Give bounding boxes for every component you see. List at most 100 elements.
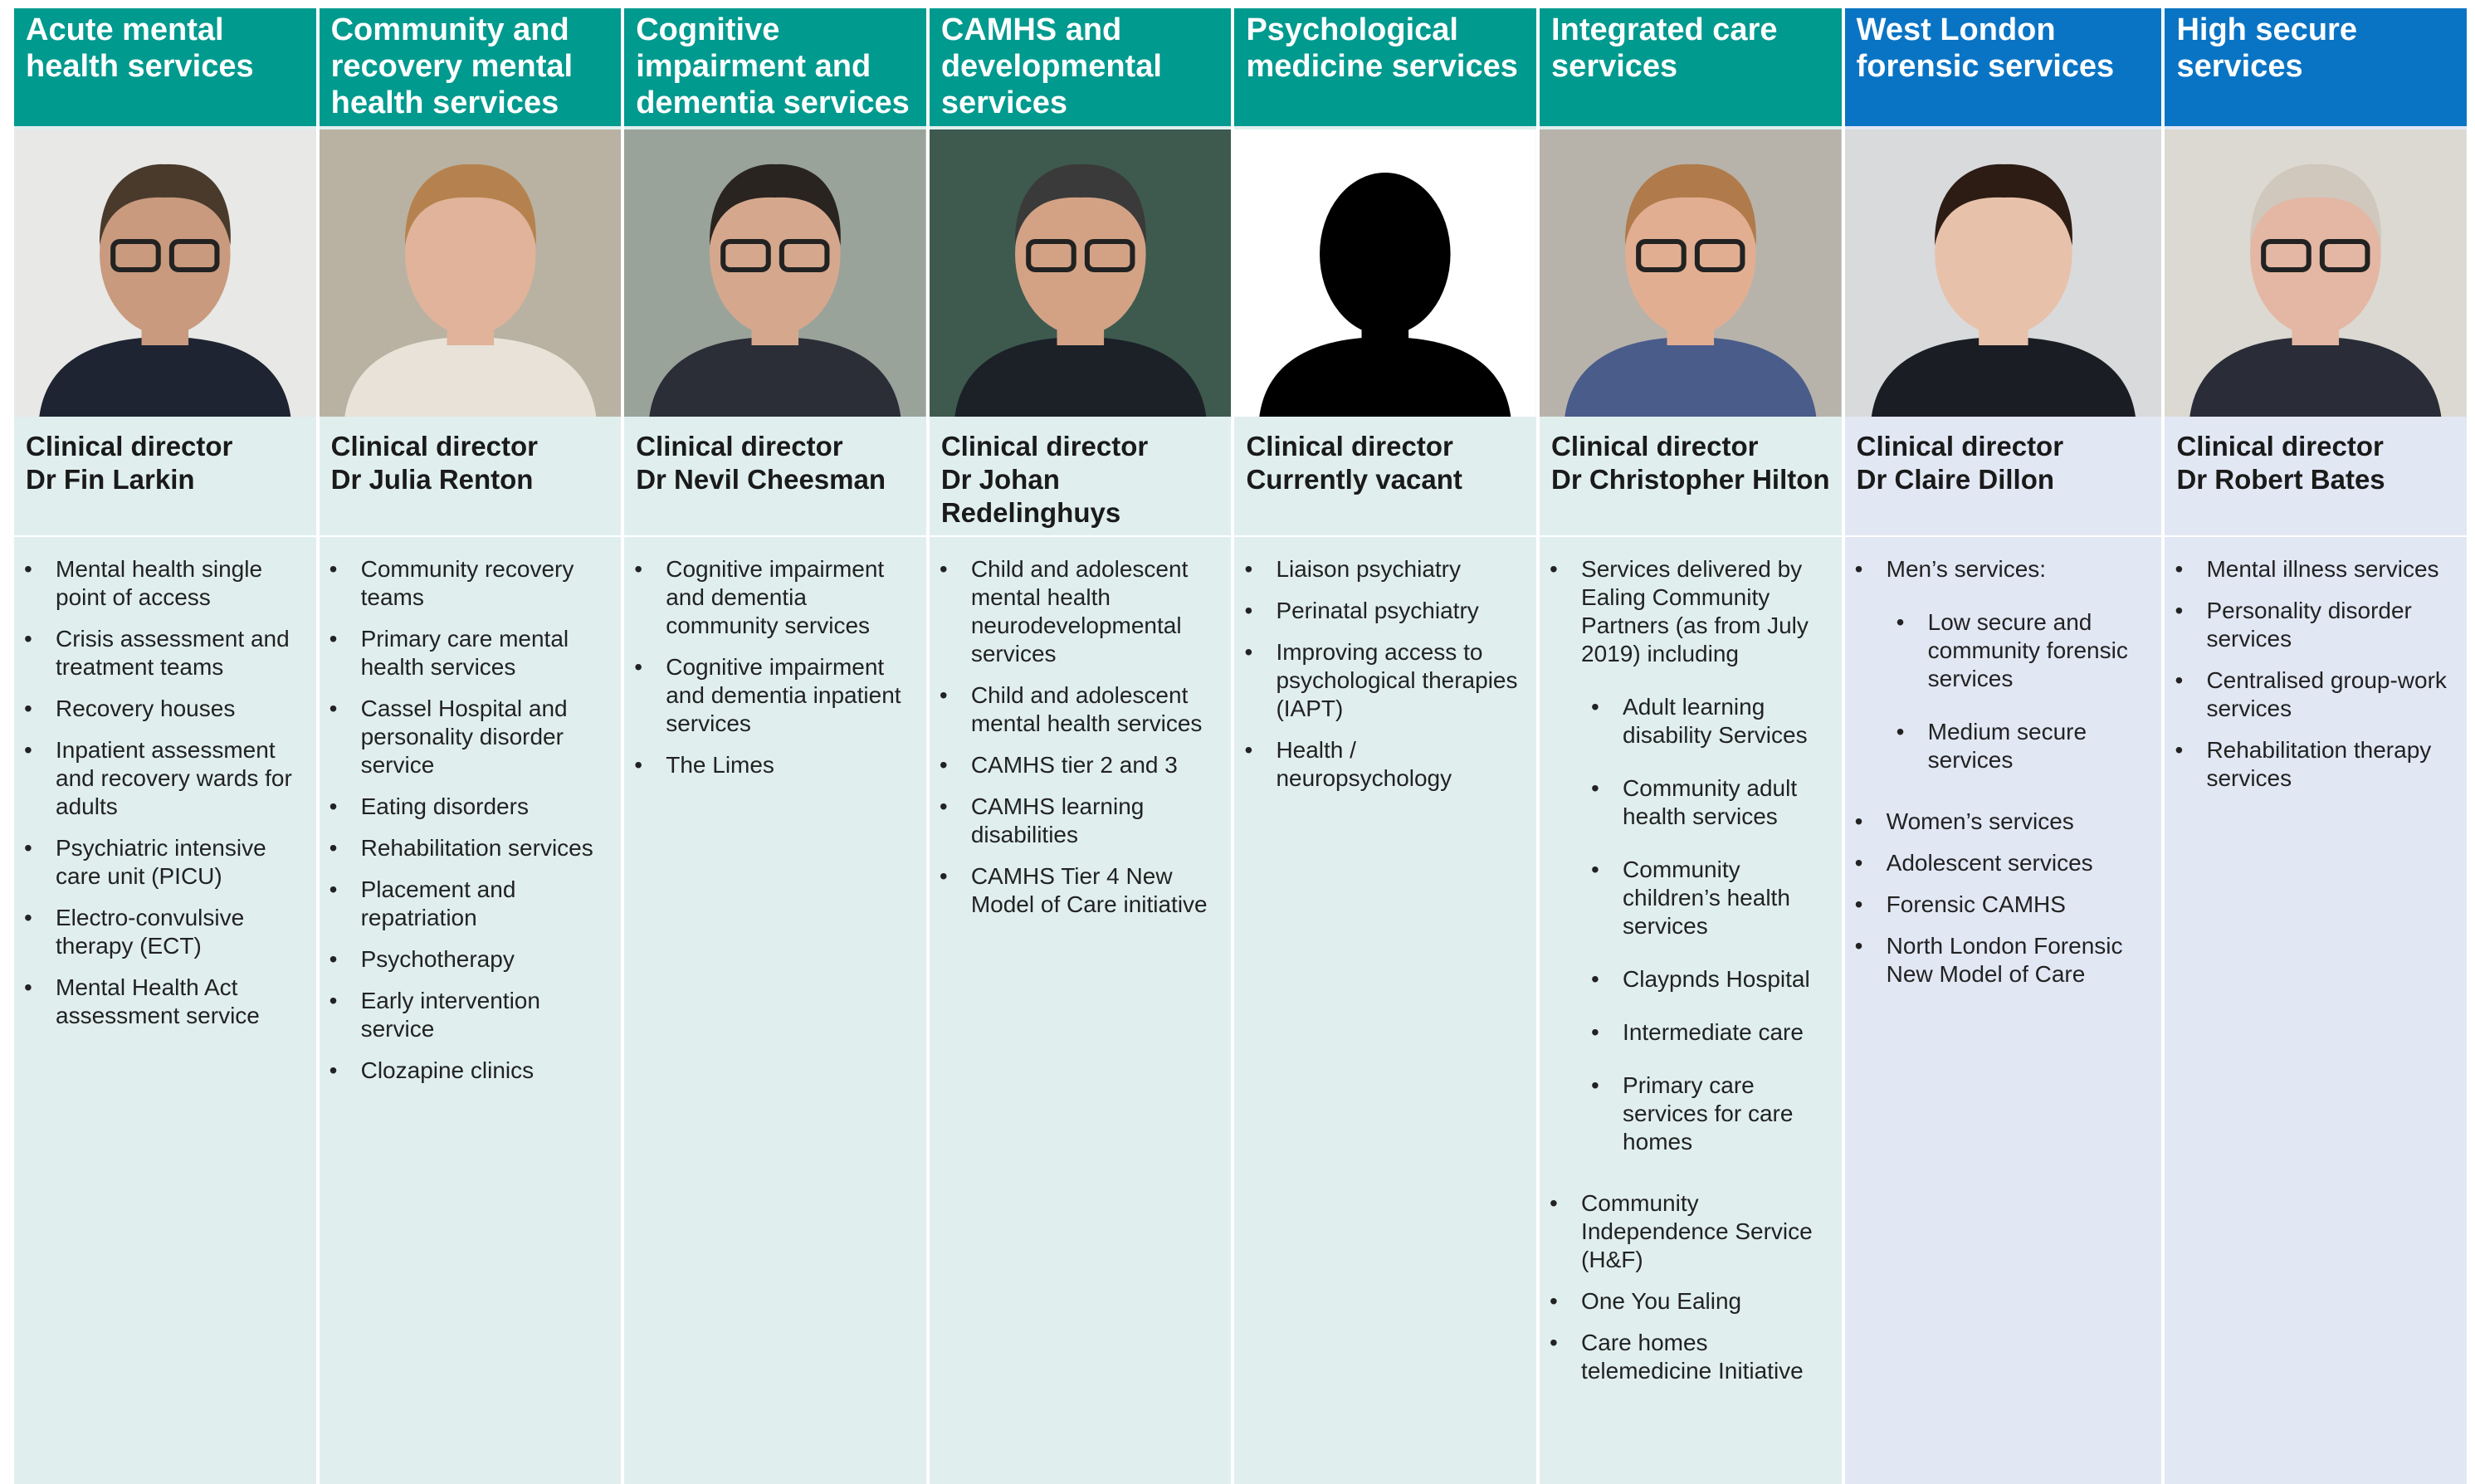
photo-shape	[2189, 337, 2442, 417]
director-role: Clinical director	[26, 431, 233, 461]
photo-shape	[39, 337, 291, 417]
photo-shape	[1625, 173, 1756, 335]
photo	[1844, 129, 2162, 417]
photo	[1540, 129, 1842, 417]
service-item: Placement and repatriation	[320, 876, 613, 932]
photo-shape	[2261, 239, 2312, 272]
service-item: North London Forensic New Model of Care	[1845, 932, 2154, 989]
service-item: Community Independence Service (H&F)	[1540, 1189, 1833, 1274]
director-role: Clinical director	[2176, 431, 2384, 461]
service-item: CAMHS learning disabilities	[930, 793, 1223, 849]
director-name: Dr Nevil Cheesman	[636, 464, 886, 495]
photo-shape	[168, 239, 220, 272]
photo-shape	[649, 337, 901, 417]
column-title: Psychological medicine services	[1234, 8, 1537, 126]
services: Liaison psychiatry Perinatal psychiatry Im…	[1234, 555, 1528, 793]
column: Cognitive impairment and dementia servic…	[624, 8, 926, 1484]
service-item: Electro-convulsive therapy (ECT)	[14, 904, 308, 960]
sub-service-item: Low secure and community forensic servic…	[1887, 608, 2154, 693]
photo-shape	[779, 239, 830, 272]
director-name: Dr Julia Renton	[330, 464, 534, 495]
director-role: Clinical director	[940, 431, 1149, 461]
photo-shape	[404, 164, 536, 246]
director-role: Clinical director	[1551, 431, 1759, 461]
service-item: Mental Health Act assessment service	[14, 974, 308, 1030]
column: Community and recovery mental health ser…	[319, 8, 622, 1484]
service-list: Mental illness services Personality disor…	[2165, 537, 2467, 1484]
sub-service-item: Community adult health services	[1581, 774, 1833, 831]
director: Clinical director Dr Christopher Hilton	[1540, 417, 1842, 537]
service-item: Perinatal psychiatry	[1234, 597, 1528, 625]
photo-shape	[1014, 173, 1146, 335]
column-title: Integrated care services	[1540, 8, 1842, 126]
sub-services: Adult learning disability Services Commun…	[1581, 693, 1833, 1156]
services: Community recovery teams Primary care men…	[320, 555, 613, 1085]
photo-shape	[1320, 173, 1452, 335]
services: Men’s services: Low secure and community …	[1845, 555, 2154, 989]
photo-shape	[1694, 239, 1745, 272]
column: High secure services Clinical director Dr …	[2165, 8, 2468, 1484]
services: Mental health single point of access Cris…	[14, 555, 308, 1030]
service-item: CAMHS Tier 4 New Model of Care initiativ…	[930, 862, 1223, 919]
service-item: Recovery houses	[14, 695, 308, 723]
service-item: The Limes	[624, 751, 918, 779]
director: Clinical director Dr Julia Renton	[319, 417, 622, 537]
photo-shape	[2320, 239, 2370, 272]
service-list: Services delivered by Ealing Community P…	[1540, 537, 1842, 1484]
photo	[14, 129, 316, 417]
service-item: Men’s services: Low secure and community …	[1845, 555, 2154, 774]
column-title: Cognitive impairment and dementia servic…	[624, 8, 926, 126]
photo-shape	[710, 164, 842, 246]
sub-service-item: Intermediate care	[1581, 1018, 1833, 1047]
column-title: High secure services	[2165, 8, 2468, 126]
service-item: Cognitive impairment and dementia inpati…	[624, 653, 918, 738]
service-item: Services delivered by Ealing Community P…	[1540, 555, 1833, 1156]
photo-shape	[1934, 164, 2072, 246]
director: Clinical director Dr Nevil Cheesman	[624, 417, 926, 537]
sub-service-item: Adult learning disability Services	[1581, 693, 1833, 749]
photo-shape	[344, 337, 596, 417]
service-item: Rehabilitation therapy services	[2165, 736, 2458, 793]
photo-shape	[1934, 173, 2072, 335]
photo-shape	[1084, 239, 1135, 272]
photo-shape	[1625, 164, 1756, 246]
service-item: Cassel Hospital and personality disorder…	[320, 695, 613, 779]
service-item: Adolescent services	[1845, 849, 2154, 877]
service-list: Cognitive impairment and dementia commun…	[624, 537, 926, 1484]
directorate-grid: Acute mental health services Clinical dir…	[14, 8, 2468, 1484]
photo-shape	[110, 239, 161, 272]
column-title: CAMHS and developmental services	[929, 8, 1232, 126]
service-item: Personality disorder services	[2165, 597, 2458, 653]
services: Mental illness services Personality disor…	[2165, 555, 2458, 793]
photo-shape	[710, 173, 841, 335]
service-item: Forensic CAMHS	[1845, 891, 2154, 919]
service-item: Child and adolescent mental health neuro…	[930, 555, 1223, 668]
service-item: Community recovery teams	[320, 555, 613, 612]
director-name: Currently vacant	[1246, 464, 1462, 495]
photo	[1234, 129, 1537, 417]
services: Child and adolescent mental health neuro…	[930, 555, 1223, 919]
photo-shape	[1636, 239, 1687, 272]
service-item: One You Ealing	[1540, 1287, 1833, 1316]
sub-services: Low secure and community forensic servic…	[1887, 608, 2154, 774]
director: Clinical director Dr Fin Larkin	[14, 417, 316, 537]
sub-service-item: Community children’s health services	[1581, 856, 1833, 940]
photo-shape	[1014, 164, 1146, 246]
director-name: Dr Christopher Hilton	[1551, 464, 1830, 495]
service-item: Primary care mental health services	[320, 625, 613, 681]
service-group: Services delivered by Ealing Community P…	[1581, 556, 1809, 666]
photo	[2165, 129, 2468, 417]
column: West London forensic services Clinical di…	[1844, 8, 2162, 1484]
photo	[319, 129, 622, 417]
director-name: Dr Fin Larkin	[26, 464, 195, 495]
column: CAMHS and developmental services Clinical…	[929, 8, 1232, 1484]
service-item: Eating disorders	[320, 793, 613, 821]
photo-shape	[1565, 337, 1817, 417]
director-name: Dr Robert Bates	[2176, 464, 2385, 495]
service-item: Psychiatric intensive care unit (PICU)	[14, 834, 308, 891]
service-list: Community recovery teams Primary care men…	[320, 537, 622, 1484]
director-role: Clinical director	[636, 431, 843, 461]
service-item: Mental illness services	[2165, 555, 2458, 583]
